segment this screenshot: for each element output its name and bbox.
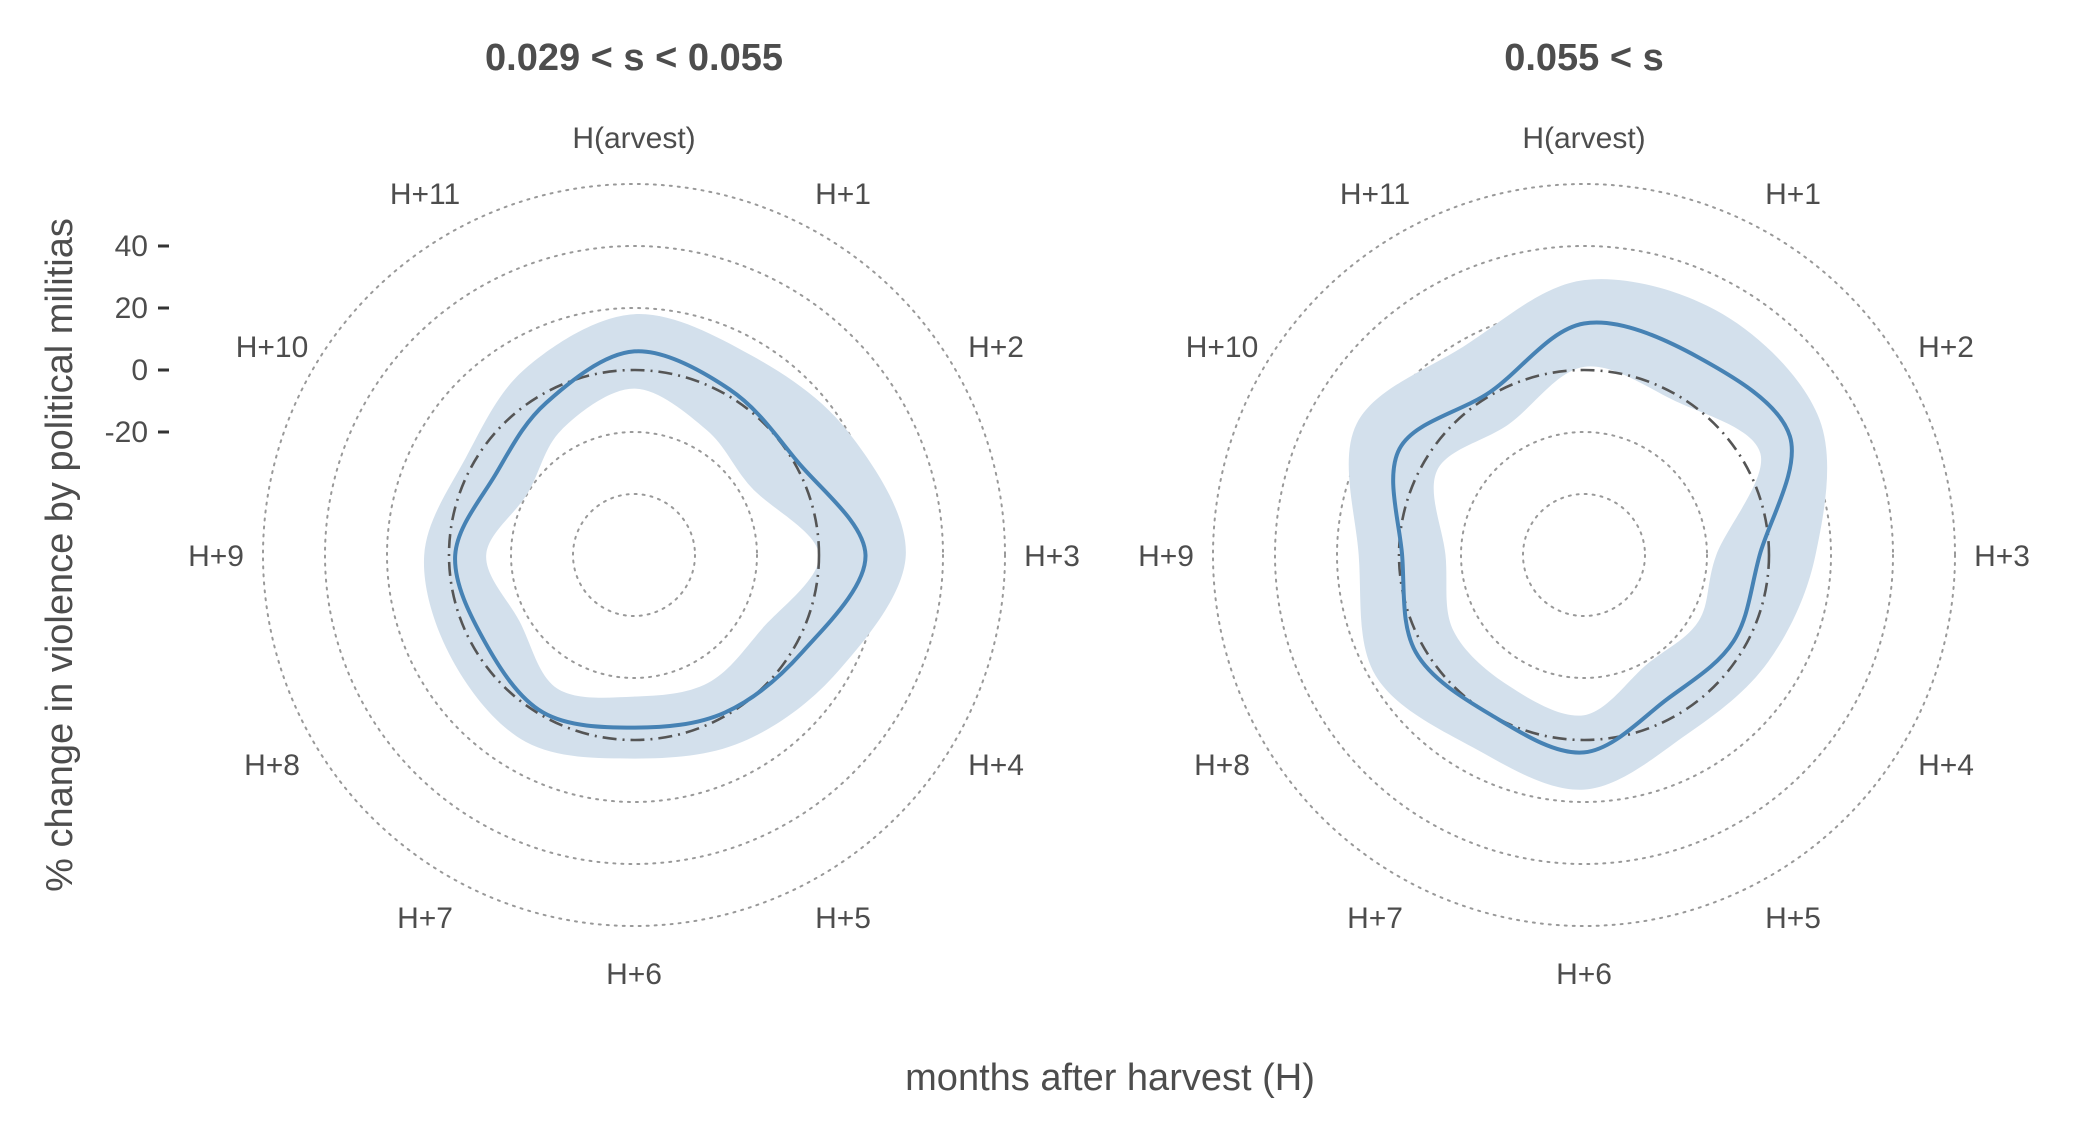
month-label: H+10 (1186, 331, 1259, 364)
grid-ring (262, 183, 1006, 927)
x-axis-title: months after harvest (H) (905, 1057, 1315, 1099)
series-line (453, 349, 868, 730)
confidence-band (1348, 279, 1828, 790)
month-label: H+11 (1340, 178, 1410, 211)
radial-tick-label: 40 (115, 230, 148, 263)
grid-ring (1336, 307, 1832, 803)
panel-title: 0.029 < s < 0.055 (485, 37, 783, 79)
month-label: H+6 (1556, 958, 1612, 991)
grid-ring (324, 245, 944, 865)
confidence-band (423, 314, 906, 759)
month-label: H+5 (815, 902, 871, 935)
month-label: H(arvest) (1522, 122, 1645, 155)
month-label: H(arvest) (572, 122, 695, 155)
month-label: H+5 (1765, 902, 1821, 935)
month-label: H+1 (1765, 178, 1821, 211)
baseline-circle (1397, 368, 1771, 742)
month-label: H+10 (236, 331, 309, 364)
radial-tick-label: 20 (115, 292, 148, 325)
y-axis-title: % change in violence by political militi… (39, 218, 81, 892)
month-label: H+7 (397, 902, 453, 935)
month-label: H+6 (606, 958, 662, 991)
polar-panel-1: 0.029 < s < 0.055 H(arvest) H+1 H+2 H+3 H+4 H+… (188, 37, 1080, 991)
month-label: H+8 (1194, 749, 1250, 782)
month-label: H+9 (1138, 540, 1194, 573)
month-label: H+3 (1974, 540, 2030, 573)
grid-ring (572, 493, 696, 617)
grid-ring (1212, 183, 1956, 927)
month-label: H+1 (815, 178, 871, 211)
grid-ring (510, 431, 758, 679)
grid-ring (1274, 245, 1894, 865)
grid-ring (1460, 431, 1708, 679)
month-label: H+3 (1024, 540, 1080, 573)
baseline-circle (447, 368, 821, 742)
month-label: H+4 (968, 749, 1024, 782)
radial-tick-label: 0 (131, 354, 148, 387)
panel-title: 0.055 < s (1504, 37, 1664, 79)
polar-panel-2: 0.055 < s H(arvest) H+1 H+2 H+3 H+4 H+5 H+6 H+7 H… (1138, 37, 2030, 991)
month-label: H+2 (1918, 331, 1974, 364)
month-label: H+11 (390, 178, 460, 211)
month-label: H+4 (1918, 749, 1974, 782)
month-label: H+2 (968, 331, 1024, 364)
month-label: H+8 (244, 749, 300, 782)
month-label: H+7 (1347, 902, 1403, 935)
radial-tick-label: -20 (105, 416, 148, 449)
series-line (1391, 320, 1794, 755)
radial-axis-ticks: -20 0 20 40 (105, 230, 169, 449)
grid-ring (1522, 493, 1646, 617)
month-label: H+9 (188, 540, 244, 573)
